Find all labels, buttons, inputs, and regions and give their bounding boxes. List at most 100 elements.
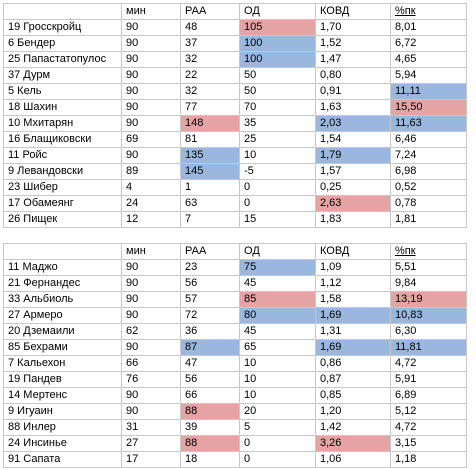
cell-pk: 4,72 [390, 419, 467, 436]
table-row: 24 Инсинье 27 88 0 3,26 3,15 [3, 435, 467, 452]
cell-raa: 18 [180, 451, 240, 468]
table-row: 16 Блащиковски 69 81 25 1,54 6,46 [3, 131, 467, 148]
cell-kovd: 1,09 [315, 259, 391, 276]
cell-min: 12 [121, 211, 181, 228]
table-row: 18 Шахин 90 77 70 1,63 15,50 [3, 99, 467, 116]
cell-pk: 0,52 [390, 179, 467, 196]
cell-od: 10 [239, 355, 316, 372]
cell-player: 19 Пандев [3, 371, 122, 388]
stats-table-1: мин РАА ОД КОВД %пк 19 Гросскройц 90 48 105 1,70 8… [3, 3, 467, 228]
cell-player: 24 Инсинье [3, 435, 122, 452]
cell-min: 89 [121, 163, 181, 180]
cell-raa: 56 [180, 371, 240, 388]
table-row: 17 Обамеянг 24 63 0 2,63 0,78 [3, 195, 467, 212]
table-row: 27 Армеро 90 72 80 1,69 10,83 [3, 307, 467, 324]
cell-pk: 5,94 [390, 67, 467, 84]
cell-player: 7 Кальехон [3, 355, 122, 372]
cell-min: 90 [121, 387, 181, 404]
cell-kovd: 1,79 [315, 147, 391, 164]
cell-od: 35 [239, 115, 316, 132]
cell-raa: 87 [180, 339, 240, 356]
cell-raa: 37 [180, 35, 240, 52]
cell-raa: 135 [180, 147, 240, 164]
column-header-min: мин [121, 243, 181, 260]
cell-min: 90 [121, 83, 181, 100]
cell-player: 88 Инлер [3, 419, 122, 436]
cell-raa: 56 [180, 275, 240, 292]
cell-player: 5 Кель [3, 83, 122, 100]
cell-kovd: 1,54 [315, 131, 391, 148]
cell-min: 90 [121, 19, 181, 36]
cell-min: 90 [121, 67, 181, 84]
cell-kovd: 1,63 [315, 99, 391, 116]
table-row: 91 Сапата 17 18 0 1,06 1,18 [3, 451, 467, 468]
table-row: 14 Мертенс 90 66 10 0,85 6,89 [3, 387, 467, 404]
cell-min: 31 [121, 419, 181, 436]
cell-kovd: 1,06 [315, 451, 391, 468]
cell-min: 24 [121, 195, 181, 212]
cell-min: 76 [121, 371, 181, 388]
cell-raa: 32 [180, 83, 240, 100]
cell-player: 27 Армеро [3, 307, 122, 324]
cell-min: 90 [121, 115, 181, 132]
cell-pk: 0,78 [390, 195, 467, 212]
cell-raa: 32 [180, 51, 240, 68]
cell-player: 18 Шахин [3, 99, 122, 116]
cell-od: 85 [239, 291, 316, 308]
cell-pk: 7,24 [390, 147, 467, 164]
cell-od: 75 [239, 259, 316, 276]
cell-kovd: 0,25 [315, 179, 391, 196]
cell-pk: 6,89 [390, 387, 467, 404]
column-header-min: мин [121, 3, 181, 20]
column-header-od: ОД [239, 3, 316, 20]
column-header-pk: %пк [390, 3, 467, 20]
cell-kovd: 3,26 [315, 435, 391, 452]
cell-kovd: 0,87 [315, 371, 391, 388]
table-row: 21 Фернандес 90 56 45 1,12 9,84 [3, 275, 467, 292]
cell-kovd: 1,20 [315, 403, 391, 420]
cell-od: 70 [239, 99, 316, 116]
cell-raa: 66 [180, 387, 240, 404]
cell-od: 0 [239, 195, 316, 212]
cell-od: 80 [239, 307, 316, 324]
column-header-pk: %пк [390, 243, 467, 260]
column-header-player [3, 3, 122, 20]
cell-player: 17 Обамеянг [3, 195, 122, 212]
cell-player: 21 Фернандес [3, 275, 122, 292]
cell-od: 50 [239, 83, 316, 100]
cell-pk: 1,18 [390, 451, 467, 468]
cell-min: 90 [121, 147, 181, 164]
cell-od: 25 [239, 131, 316, 148]
cell-min: 90 [121, 275, 181, 292]
cell-od: 45 [239, 275, 316, 292]
column-header-raa: РАА [180, 243, 240, 260]
cell-raa: 22 [180, 67, 240, 84]
cell-min: 90 [121, 307, 181, 324]
cell-od: 105 [239, 19, 316, 36]
cell-pk: 11,11 [390, 83, 467, 100]
cell-kovd: 2,63 [315, 195, 391, 212]
cell-od: 20 [239, 403, 316, 420]
cell-player: 37 Дурм [3, 67, 122, 84]
cell-od: 10 [239, 147, 316, 164]
cell-min: 90 [121, 403, 181, 420]
cell-od: 15 [239, 211, 316, 228]
cell-pk: 4,72 [390, 355, 467, 372]
cell-player: 16 Блащиковски [3, 131, 122, 148]
stats-table-2-body: мин РАА ОД КОВД %пк 11 Маджо 90 23 75 1,09 5,51 21 … [3, 243, 467, 468]
cell-od: 10 [239, 387, 316, 404]
table-row: 33 Альбиоль 90 57 85 1,58 13,19 [3, 291, 467, 308]
cell-player: 23 Шибер [3, 179, 122, 196]
cell-kovd: 1,12 [315, 275, 391, 292]
cell-pk: 3,15 [390, 435, 467, 452]
cell-player: 10 Мхитарян [3, 115, 122, 132]
cell-od: 10 [239, 371, 316, 388]
cell-pk: 9,84 [390, 275, 467, 292]
cell-raa: 77 [180, 99, 240, 116]
cell-pk: 8,01 [390, 19, 467, 36]
cell-od: 50 [239, 67, 316, 84]
cell-player: 6 Бендер [3, 35, 122, 52]
cell-min: 90 [121, 291, 181, 308]
cell-pk: 5,91 [390, 371, 467, 388]
table-row: 9 Левандовски 89 145 -5 1,57 6,98 [3, 163, 467, 180]
